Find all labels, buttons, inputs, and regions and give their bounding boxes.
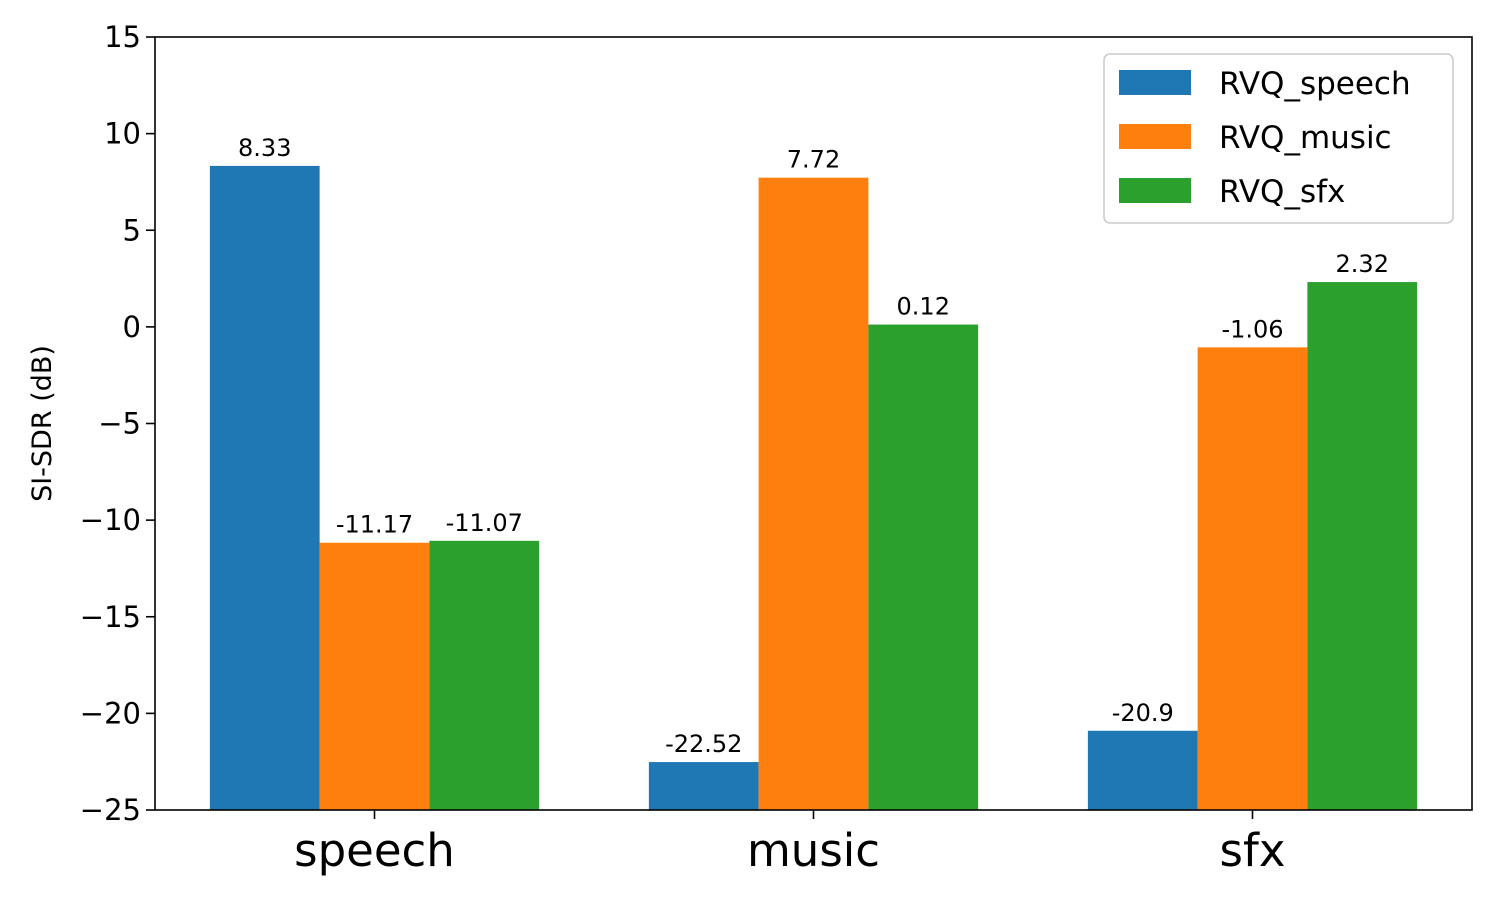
bar-RVQ_speech-music: [648, 762, 759, 810]
bar-value-label: -11.17: [336, 511, 413, 539]
bar-RVQ_sfx-sfx: [1307, 282, 1418, 810]
y-axis: 15 10 5 0 −5 −10 −15 −20 −25: [80, 20, 155, 827]
bar-value-label: -11.07: [446, 509, 523, 537]
bar-RVQ_music-music: [758, 177, 869, 810]
y-tick-label: −15: [80, 600, 141, 634]
y-tick-label: −20: [80, 696, 141, 730]
legend-label: RVQ_music: [1219, 120, 1392, 156]
legend: RVQ_speech RVQ_music RVQ_sfx: [1103, 53, 1454, 224]
legend-label: RVQ_sfx: [1219, 174, 1345, 210]
y-tick-label: −25: [80, 793, 141, 827]
y-tick-label: 10: [104, 117, 141, 151]
bar-value-label: -1.06: [1221, 315, 1283, 343]
bar-value-label: 7.72: [787, 146, 840, 174]
bar-labels-group: 8.33 -11.17 -11.07 -22.52 7.72 0.12 -20.9 -1.06…: [238, 134, 1389, 758]
bar-value-label: -20.9: [1112, 699, 1174, 727]
bars-group: [209, 165, 1418, 810]
legend-swatch: [1119, 70, 1191, 95]
x-tick-label: sfx: [1220, 824, 1286, 877]
x-axis: speech music sfx: [294, 810, 1285, 877]
y-axis-label: SI-SDR (dB): [27, 345, 58, 502]
legend-swatch: [1119, 124, 1191, 149]
y-tick-label: 0: [123, 310, 141, 344]
bar-RVQ_music-sfx: [1197, 347, 1308, 810]
bar-value-label: 8.33: [238, 134, 291, 162]
bar-value-label: -22.52: [665, 730, 742, 758]
legend-swatch: [1119, 178, 1191, 203]
legend-box: [1103, 53, 1454, 224]
legend-label: RVQ_speech: [1219, 66, 1411, 102]
y-tick-label: −5: [98, 407, 141, 441]
bar-RVQ_sfx-speech: [429, 540, 540, 810]
bar-RVQ_speech-sfx: [1087, 730, 1198, 810]
bar-value-label: 2.32: [1336, 250, 1389, 278]
y-tick-label: 15: [104, 20, 141, 54]
y-tick-label: 5: [123, 213, 141, 247]
bar-RVQ_speech-speech: [209, 165, 320, 810]
bar-RVQ_music-speech: [319, 542, 430, 810]
bar-value-label: 0.12: [897, 293, 950, 321]
bar-RVQ_sfx-music: [868, 324, 979, 810]
x-tick-label: speech: [294, 824, 455, 877]
y-tick-label: −10: [80, 503, 141, 537]
x-tick-label: music: [747, 824, 880, 877]
